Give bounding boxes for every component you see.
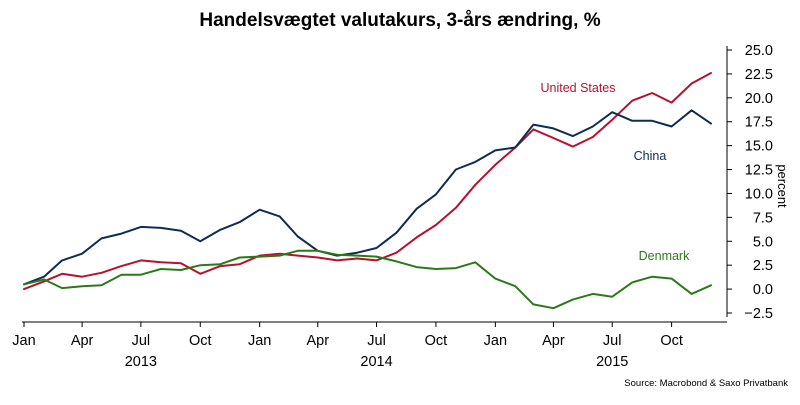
y-axis: 25.0 22.5 20.0 17.5 15.0 12.5 10.0 7.5 5.0 2.5 0.0… (726, 43, 773, 322)
y-axis-label: percent (775, 164, 790, 208)
y-tick-label: 15.0 (745, 139, 773, 155)
y-tick-label: 17.5 (745, 115, 773, 131)
series-line-united-states (23, 72, 712, 291)
y-tick-label: 25.0 (745, 43, 773, 59)
x-year-label: 2015 (596, 354, 628, 370)
x-year-label: 2013 (125, 354, 157, 370)
x-tick-label: Jul (603, 333, 622, 349)
x-tick-label: Jan (248, 333, 271, 349)
x-tick-label: Apr (542, 333, 565, 349)
chart-title: Handelsvægtet valutakurs, 3-års ændring,… (199, 10, 600, 31)
x-tick-label: Apr (71, 333, 94, 349)
series-label-denmark: Denmark (639, 249, 690, 263)
y-tick-label: 0.0 (753, 282, 773, 298)
series-label-china: China (634, 149, 667, 163)
x-tick-label: Jan (484, 333, 507, 349)
x-tick-label: Apr (306, 333, 329, 349)
x-tick-label: Oct (660, 333, 683, 349)
x-tick-label: Oct (425, 333, 448, 349)
x-axis: Jan Apr Jul Oct Jan Apr Jul Oct Jan Apr Jul Oct 2013… (12, 321, 727, 370)
y-tick-label: 20.0 (745, 91, 773, 107)
series-label-united-states: United States (540, 81, 615, 95)
x-tick-label: Jul (132, 333, 151, 349)
y-tick-label: 10.0 (745, 186, 773, 202)
y-tick-label: 12.5 (745, 163, 773, 179)
source-note: Source: Macrobond & Saxo Privatbank (624, 378, 788, 389)
series-layer (23, 72, 712, 310)
series-line-china (23, 109, 712, 286)
y-tick-label: −2.5 (744, 306, 773, 322)
y-tick-label: 5.0 (753, 234, 773, 250)
series-line-denmark (23, 249, 712, 310)
y-tick-label: 7.5 (753, 210, 773, 226)
x-year-label: 2014 (360, 354, 392, 370)
y-tick-label: 22.5 (745, 67, 773, 83)
x-tick-label: Jan (12, 333, 35, 349)
y-tick-label: 2.5 (753, 258, 773, 274)
x-tick-label: Jul (367, 333, 386, 349)
x-tick-label: Oct (189, 333, 212, 349)
series-labels: United States China Denmark (540, 81, 690, 263)
